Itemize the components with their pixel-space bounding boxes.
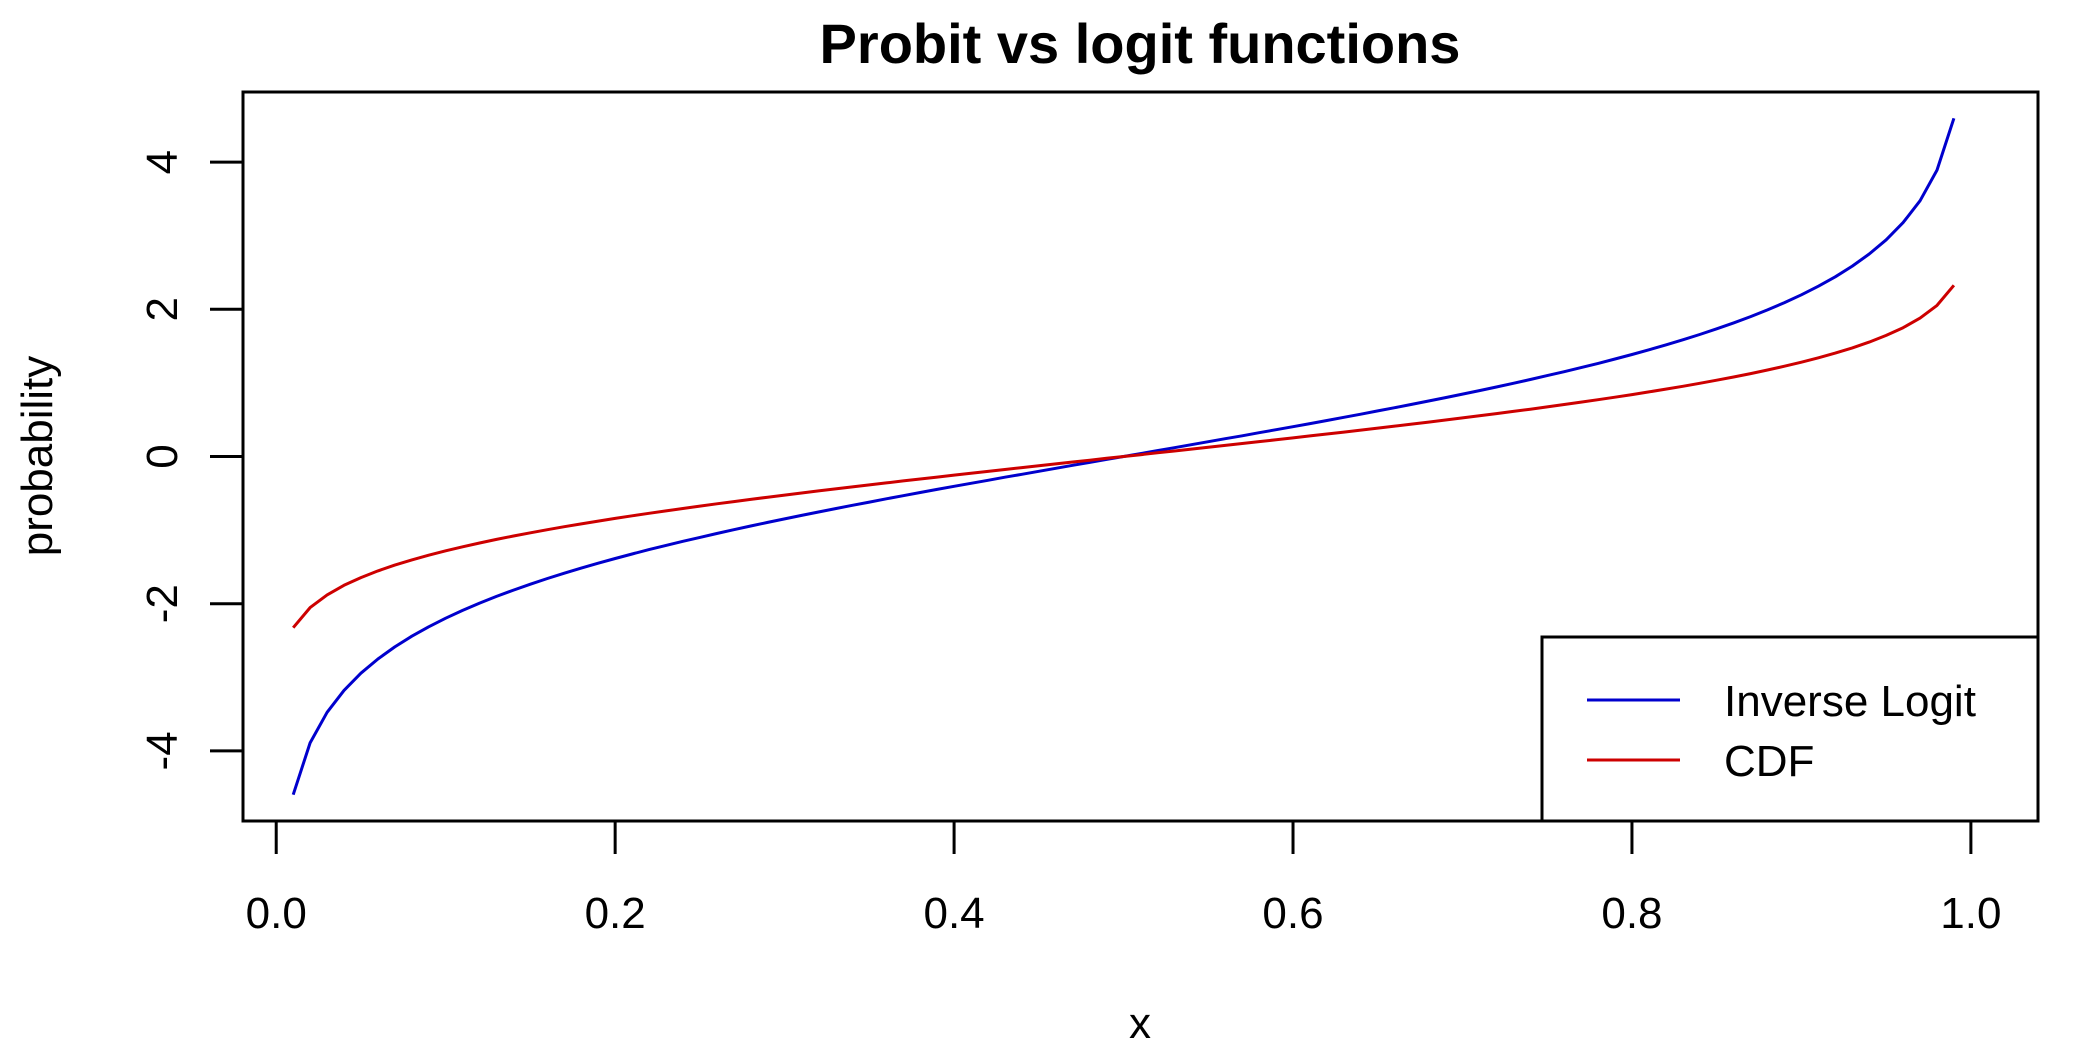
- y-tick-label: -4: [138, 731, 187, 770]
- legend-box: [1540, 635, 2040, 823]
- x-tick-label: 1.0: [1940, 889, 2001, 938]
- x-tick-label: 0.4: [923, 889, 984, 938]
- x-axis-label: x: [1129, 999, 1151, 1048]
- x-tick-label: 0.2: [585, 889, 646, 938]
- x-axis: 0.0 0.2 0.4 0.6 0.8 1.0: [246, 819, 2001, 938]
- x-tick-label: 0.6: [1262, 889, 1323, 938]
- y-tick-label: -2: [138, 584, 187, 623]
- y-tick-label: 2: [138, 297, 187, 321]
- x-tick-label: 0.0: [246, 889, 307, 938]
- legend: Inverse Logit CDF: [1540, 635, 2040, 823]
- y-tick-label: 4: [138, 150, 187, 174]
- legend-label: Inverse Logit: [1724, 677, 1976, 726]
- series-layer: [291, 117, 1956, 796]
- series-line-cdf: [292, 284, 1956, 629]
- y-axis-label: probability: [13, 356, 62, 557]
- y-tick-label: 0: [138, 444, 187, 468]
- y-axis: -4 -2 0 2 4: [138, 150, 245, 770]
- legend-label: CDF: [1724, 737, 1814, 786]
- chart-title: Probit vs logit functions: [820, 12, 1461, 75]
- x-tick-label: 0.8: [1601, 889, 1662, 938]
